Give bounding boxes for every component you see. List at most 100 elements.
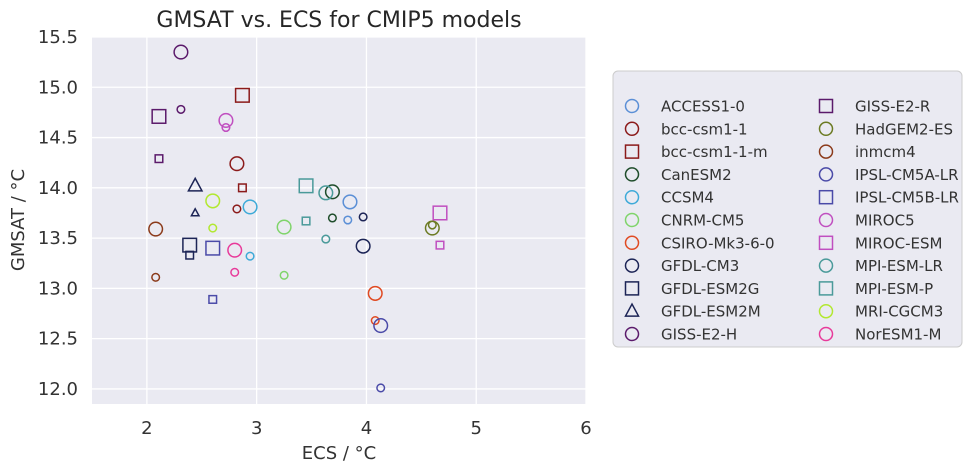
legend-label-inmcm4: inmcm4 bbox=[855, 143, 916, 161]
y-tick-label: 13.0 bbox=[38, 278, 78, 299]
legend-label-bcc-csm1-1: bcc-csm1-1 bbox=[661, 120, 748, 138]
legend-marker-ipsl-cm5b-lr bbox=[818, 189, 834, 205]
y-tick-label: 12.5 bbox=[38, 329, 78, 350]
legend-label-ipsl-cm5a-lr: IPSL-CM5A-LR bbox=[855, 166, 959, 184]
legend-marker-cnrm-cm5 bbox=[624, 212, 640, 228]
legend-label-miroc5: MIROC5 bbox=[855, 212, 915, 230]
legend-marker-gfdl-cm3 bbox=[624, 258, 640, 273]
legend-marker-ccsm4 bbox=[624, 189, 640, 205]
plot-area bbox=[92, 37, 586, 404]
legend: ACCESS1-0 bcc-csm1-1 bcc-csm1-1-m CanESM2 CC… bbox=[612, 70, 963, 348]
x-tick-label: 4 bbox=[361, 418, 372, 439]
y-tick-label: 13.5 bbox=[38, 228, 78, 249]
point-mpi-esm-lr bbox=[318, 185, 334, 201]
legend-marker-csiro-mk3-6-0 bbox=[624, 235, 640, 251]
legend-box bbox=[612, 70, 963, 348]
legend-marker-mpi-esm-lr bbox=[818, 258, 834, 273]
legend-label-ipsl-cm5b-lr: IPSL-CM5B-LR bbox=[855, 189, 959, 207]
y-tick-label: 14.0 bbox=[38, 178, 78, 199]
y-axis-label: GMSAT / °C bbox=[8, 169, 29, 271]
legend-label-cnrm-cm5: CNRM-CM5 bbox=[661, 212, 744, 230]
point-mpi-esm-p bbox=[298, 178, 314, 194]
legend-label-gfdl-esm2m: GFDL-ESM2M bbox=[661, 303, 761, 321]
point-gfdl-cm3 bbox=[355, 238, 371, 254]
legend-label-giss-e2-r: GISS-E2-R bbox=[855, 98, 930, 116]
legend-label-ccsm4: CCSM4 bbox=[661, 189, 714, 207]
legend-marker-mpi-esm-p bbox=[818, 281, 834, 296]
y-tick-label: 15.0 bbox=[38, 77, 78, 98]
point-csiro-mk3-6-0 bbox=[367, 285, 383, 301]
legend-label-bcc-csm1-1-m: bcc-csm1-1-m bbox=[661, 143, 768, 161]
point-gfdl-esm2m bbox=[190, 207, 201, 217]
legend-marker-bcc-csm1-1 bbox=[624, 121, 640, 137]
point-ipsl-cm5b-lr bbox=[205, 240, 221, 256]
point-miroc-esm bbox=[432, 205, 448, 221]
point-noresm1-m bbox=[230, 267, 240, 277]
point-ipsl-cm5b-lr bbox=[208, 294, 218, 304]
point-giss-e2-r bbox=[154, 154, 164, 164]
legend-marker-gfdl-esm2g bbox=[624, 281, 640, 296]
point-miroc5 bbox=[221, 122, 231, 133]
legend-label-gfdl-esm2g: GFDL-ESM2G bbox=[661, 280, 759, 298]
point-bcc-csm1-1-m bbox=[234, 87, 250, 103]
legend-marker-noresm1-m bbox=[818, 326, 834, 342]
point-bcc-csm1-1 bbox=[232, 204, 242, 214]
point-giss-e2-h bbox=[173, 44, 189, 60]
point-canesm2 bbox=[324, 184, 340, 200]
point-gfdl-esm2m bbox=[187, 176, 204, 192]
point-bcc-csm1-1-m bbox=[237, 183, 247, 193]
x-tick-label: 2 bbox=[141, 418, 152, 439]
legend-marker-canesm2 bbox=[624, 167, 640, 182]
legend-label-csiro-mk3-6-0: CSIRO-Mk3-6-0 bbox=[661, 234, 775, 252]
point-giss-e2-h bbox=[176, 104, 186, 114]
grid-lines bbox=[92, 36, 587, 404]
y-tick-label: 15.5 bbox=[38, 27, 78, 48]
legend-label-hadgem2-es: HadGEM2-ES bbox=[855, 120, 953, 138]
legend-marker-ipsl-cm5a-lr bbox=[818, 167, 834, 182]
point-access1-0 bbox=[343, 215, 353, 225]
legend-marker-gfdl-esm2m bbox=[624, 302, 640, 317]
point-ccsm4 bbox=[245, 251, 255, 261]
legend-label-mri-cgcm3: MRI-CGCM3 bbox=[855, 303, 943, 321]
x-tick-label: 3 bbox=[251, 418, 262, 439]
legend-marker-mri-cgcm3 bbox=[818, 303, 834, 319]
tick-labels: 2 3 4 5 6 12.0 12.5 13.0 13.5 14.0 14.5 15.0 15.5 bbox=[38, 27, 592, 439]
point-ipsl-cm5a-lr bbox=[376, 383, 386, 393]
y-tick-label: 14.5 bbox=[38, 128, 78, 149]
point-mri-cgcm3 bbox=[208, 223, 218, 233]
legend-label-noresm1-m: NorESM1-M bbox=[855, 326, 941, 344]
x-tick-label: 5 bbox=[470, 418, 481, 439]
point-inmcm4 bbox=[151, 272, 161, 282]
point-canesm2 bbox=[327, 213, 337, 223]
legend-label-miroc-esm: MIROC-ESM bbox=[855, 234, 942, 252]
legend-marker-miroc5 bbox=[818, 212, 834, 228]
point-hadgem2-es bbox=[427, 220, 437, 230]
point-cnrm-cm5 bbox=[279, 270, 289, 280]
point-miroc-esm bbox=[435, 240, 445, 250]
point-mpi-esm-lr bbox=[321, 234, 331, 244]
point-mpi-esm-p bbox=[301, 216, 311, 226]
point-cnrm-cm5 bbox=[276, 219, 292, 235]
point-noresm1-m bbox=[227, 242, 243, 258]
point-giss-e2-r bbox=[151, 108, 167, 124]
x-axis-label: ECS / °C bbox=[302, 443, 376, 464]
legend-label-mpi-esm-lr: MPI-ESM-LR bbox=[855, 257, 943, 275]
legend-marker-giss-e2-h bbox=[624, 326, 640, 342]
legend-marker-inmcm4 bbox=[818, 144, 834, 159]
legend-label-mpi-esm-p: MPI-ESM-P bbox=[855, 280, 933, 298]
point-gfdl-cm3 bbox=[358, 212, 368, 222]
point-inmcm4 bbox=[148, 221, 164, 237]
point-gfdl-esm2g bbox=[185, 250, 195, 260]
point-bcc-csm1-1 bbox=[229, 156, 245, 172]
legend-label-giss-e2-h: GISS-E2-H bbox=[661, 326, 737, 344]
x-tick-label: 6 bbox=[580, 418, 591, 439]
point-ipsl-cm5a-lr bbox=[373, 318, 389, 334]
legend-marker-bcc-csm1-1-m bbox=[624, 144, 640, 159]
point-access1-0 bbox=[342, 194, 358, 210]
data-points bbox=[148, 44, 448, 393]
chart-title: GMSAT vs. ECS for CMIP5 models bbox=[156, 8, 521, 33]
legend-marker-giss-e2-r bbox=[818, 98, 834, 114]
point-csiro-mk3-6-0 bbox=[370, 315, 380, 326]
legend-label-gfdl-cm3: GFDL-CM3 bbox=[661, 257, 739, 275]
